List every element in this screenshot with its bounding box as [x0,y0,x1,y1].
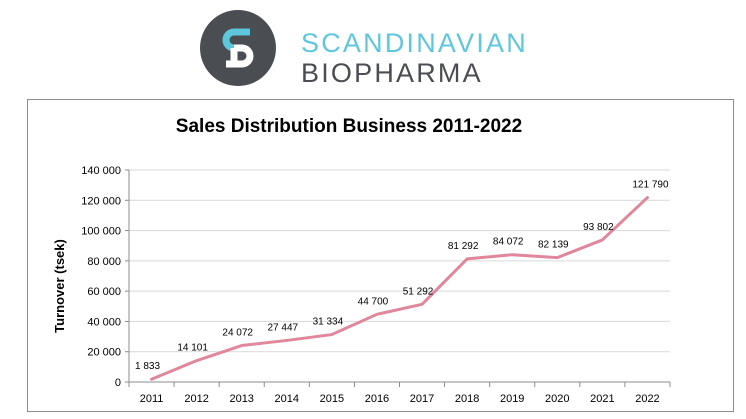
y-tick-label: 140 000 [81,165,121,177]
data-label: 14 101 [177,343,208,354]
y-tick-label: 100 000 [81,226,121,238]
y-tick-label: 20 000 [87,347,121,359]
data-label: 44 700 [358,296,389,307]
y-tick-label: 60 000 [87,286,121,298]
y-tick-label: 40 000 [87,316,121,328]
x-tick-label: 2016 [365,393,389,405]
data-label: 24 072 [222,328,253,339]
logo-mark-icon [200,10,276,86]
data-label: 81 292 [448,241,479,252]
y-axis-label: Turnover (tsek) [52,239,67,333]
x-tick-label: 2020 [545,393,569,405]
x-tick-label: 2019 [500,393,524,405]
y-tick-label: 120 000 [81,195,121,207]
series-line [150,196,649,381]
x-tick-label: 2013 [229,393,253,405]
line-chart: Sales Distribution Business 2011-2022 Tu… [52,116,671,405]
chart-title: Sales Distribution Business 2011-2022 [176,116,522,137]
y-tick-label: 80 000 [87,256,121,268]
data-label: 82 139 [538,240,569,251]
chart-frame: Sales Distribution Business 2011-2022 Tu… [27,99,734,412]
data-label: 27 447 [267,322,298,333]
x-tick-label: 2017 [410,393,434,405]
logo-text-biopharma: BIOPHARMA [301,58,483,88]
data-label: 93 802 [583,222,614,233]
data-label: 1 833 [135,361,160,372]
company-logo: SCANDINAVIAN BIOPHARMA [200,10,526,88]
x-tick-label: 2022 [635,393,659,405]
data-label: 84 072 [493,237,524,248]
x-tick-label: 2014 [275,393,299,405]
data-label: 51 292 [403,286,434,297]
x-tick-label: 2021 [590,393,614,405]
x-tick-label: 2015 [320,393,344,405]
x-tick-label: 2018 [455,393,479,405]
x-tick-label: 2012 [184,393,208,405]
data-label: 121 790 [632,180,669,191]
y-tick-label: 0 [115,377,121,389]
data-label: 31 334 [313,317,344,328]
x-tick-label: 2011 [140,393,164,405]
logo-text-scandinavian: SCANDINAVIAN [301,28,528,58]
